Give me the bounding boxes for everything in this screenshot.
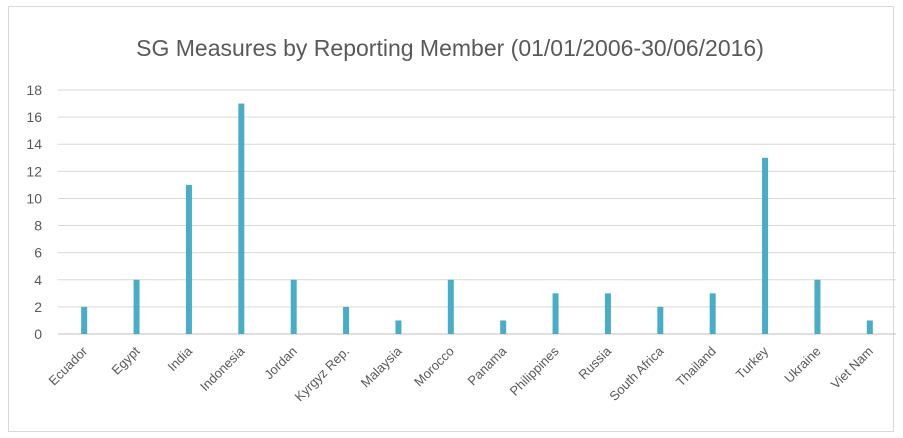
bar-thailand: [709, 293, 716, 334]
y-tick-label: 18: [26, 82, 42, 98]
x-tick-label: South Africa: [606, 343, 667, 404]
x-tick-label: Philippines: [507, 343, 562, 398]
x-tick-label: Panama: [464, 343, 509, 388]
bar-turkey: [762, 157, 769, 334]
x-tick-label: Jordan: [261, 344, 300, 383]
x-tick-label: Thailand: [673, 344, 719, 390]
bar-india: [185, 184, 192, 334]
bar-egypt: [133, 279, 140, 334]
bar-jordan: [290, 279, 297, 334]
x-tick-label: India: [165, 343, 196, 374]
y-tick-label: 2: [34, 299, 42, 315]
bar-kyrgyz-rep: [343, 306, 350, 334]
y-tick-label: 0: [34, 326, 42, 342]
y-tick-label: 8: [34, 218, 42, 234]
x-tick-label: Indonesia: [197, 343, 248, 394]
x-tick-label: Viet Nam: [828, 344, 876, 392]
bar-south-africa: [657, 306, 664, 334]
x-tick-label: Ukraine: [781, 344, 823, 386]
bar-philippines: [552, 293, 559, 334]
y-tick-label: 4: [34, 272, 42, 288]
y-axis-ticks: 0 2 4 6 8 10 12 14 16 18: [26, 82, 42, 342]
bars: [81, 103, 873, 334]
x-tick-label: Egypt: [109, 343, 143, 377]
bar-ukraine: [814, 279, 821, 334]
chart-title: SG Measures by Reporting Member (01/01/2…: [136, 35, 764, 61]
y-tick-label: 16: [26, 109, 42, 125]
x-tick-label: Kyrgyz Rep.: [292, 344, 353, 405]
x-tick-label: Morocco: [411, 344, 457, 390]
bar-indonesia: [238, 103, 245, 334]
grid: [58, 89, 896, 335]
bar-russia: [604, 293, 611, 334]
x-tick-label: Ecuador: [45, 343, 90, 388]
bar-ecuador: [81, 306, 88, 334]
bar-morocco: [447, 279, 454, 334]
y-tick-label: 14: [26, 136, 42, 152]
y-tick-label: 6: [34, 245, 42, 261]
bar-viet-nam: [866, 320, 873, 334]
x-tick-label: Malaysia: [358, 343, 405, 390]
y-tick-label: 12: [26, 163, 42, 179]
bar-malaysia: [395, 320, 402, 334]
chart-frame: [8, 6, 894, 432]
y-tick-label: 10: [26, 190, 42, 206]
bar-panama: [500, 320, 507, 334]
x-tick-label: Russia: [575, 343, 614, 382]
x-tick-label: Turkey: [733, 343, 772, 382]
